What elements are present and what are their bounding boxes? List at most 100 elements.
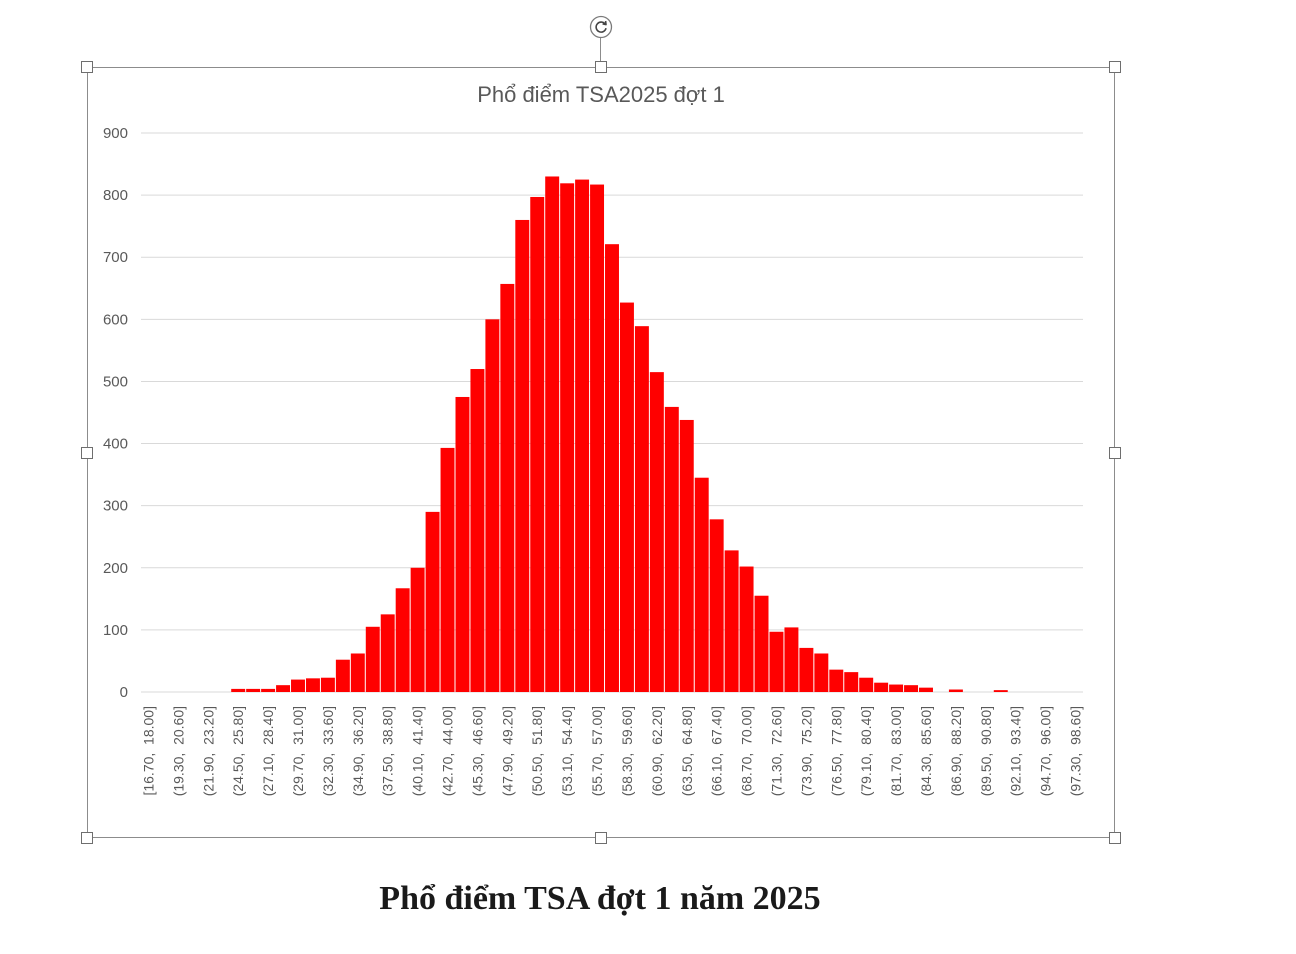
x-tick-label: (68.70, 70.00]	[739, 706, 755, 796]
bar	[425, 511, 440, 692]
resize-handle-middle-right[interactable]	[1109, 447, 1121, 459]
bar	[844, 672, 859, 692]
x-tick-label: (58.30, 59.60]	[619, 706, 635, 796]
bar	[530, 196, 545, 693]
bars	[231, 176, 1008, 693]
bar	[575, 179, 590, 693]
bar	[560, 183, 575, 692]
bar	[799, 647, 814, 692]
bar	[246, 688, 261, 692]
y-tick-label: 300	[103, 498, 128, 515]
resize-handle-top-right[interactable]	[1109, 61, 1121, 73]
rotate-handle-stem	[600, 38, 601, 61]
y-tick-label: 200	[103, 560, 128, 577]
x-tick-label: (37.50, 38.80]	[380, 706, 396, 796]
bar	[380, 614, 395, 692]
bar	[276, 685, 291, 692]
bar	[709, 519, 724, 692]
x-tick-label: [16.70, 18.00]	[140, 706, 156, 796]
resize-handle-bottom-right[interactable]	[1109, 832, 1121, 844]
x-tick-label: (21.90, 23.20]	[200, 706, 216, 796]
x-tick-label: (55.70, 57.00]	[589, 706, 605, 796]
bar	[231, 688, 246, 692]
bar	[515, 219, 530, 692]
bar	[874, 682, 889, 692]
bar	[335, 659, 350, 692]
bar	[739, 566, 754, 692]
y-tick-label: 0	[120, 684, 128, 701]
bar	[634, 326, 649, 692]
y-tick-label: 900	[103, 125, 128, 142]
x-tick-label: (40.10, 41.40]	[410, 706, 426, 796]
x-tick-label: (19.30, 20.60]	[170, 706, 186, 796]
bar	[948, 689, 963, 692]
y-tick-label: 500	[103, 373, 128, 390]
x-tick-label: (27.10, 28.40]	[260, 706, 276, 796]
x-tick-label: (84.30, 85.60]	[918, 706, 934, 796]
rotate-handle[interactable]	[589, 15, 613, 39]
bar	[919, 687, 933, 692]
y-tick-label: 700	[103, 249, 128, 266]
resize-handle-bottom-left[interactable]	[81, 832, 93, 844]
x-tick-label: (53.10, 54.40]	[559, 706, 575, 796]
resize-handle-top-center[interactable]	[595, 61, 607, 73]
bar	[769, 631, 784, 692]
x-tick-label: (97.30, 98.60]	[1068, 706, 1084, 796]
bar	[724, 550, 739, 692]
x-tick-label: (42.70, 44.00]	[440, 706, 456, 796]
bar	[500, 283, 515, 692]
bar	[859, 677, 874, 692]
x-tick-label: (34.90, 36.20]	[350, 706, 366, 796]
bar	[410, 567, 425, 692]
x-tick-label: (92.10, 93.40]	[1008, 706, 1024, 796]
x-tick-label: (50.50, 51.80]	[529, 706, 545, 796]
bar	[993, 690, 1008, 692]
x-tick-label: (32.30, 33.60]	[320, 706, 336, 796]
x-tick-label: (71.30, 72.60]	[768, 706, 784, 796]
x-tick-label: (81.70, 83.00]	[888, 706, 904, 796]
x-tick-label: (24.50, 25.80]	[230, 706, 246, 796]
bar	[320, 677, 335, 692]
bar	[305, 678, 320, 692]
bar	[455, 396, 470, 692]
x-tick-label: (60.90, 62.20]	[649, 706, 665, 796]
bar	[889, 684, 904, 692]
bar	[904, 685, 919, 692]
x-tick-label: (86.90, 88.20]	[948, 706, 964, 796]
chart-title: Phổ điểm TSA2025 đợt 1	[477, 82, 725, 107]
bar	[365, 626, 380, 692]
x-tick-label: (76.50, 77.80]	[828, 706, 844, 796]
resize-handle-top-left[interactable]	[81, 61, 93, 73]
bar	[784, 627, 799, 692]
x-axis-tick-labels: [16.70, 18.00] (19.30, 20.60] (21.90, 23.2…	[140, 706, 1083, 796]
bar	[470, 369, 485, 692]
bar	[619, 302, 634, 692]
y-tick-label: 100	[103, 622, 128, 639]
bar	[664, 406, 679, 692]
bar	[440, 447, 455, 692]
resize-handle-bottom-center[interactable]	[595, 832, 607, 844]
y-tick-label: 600	[103, 311, 128, 328]
x-tick-label: (94.70, 96.00]	[1038, 706, 1054, 796]
bar	[485, 319, 500, 692]
resize-handle-middle-left[interactable]	[81, 447, 93, 459]
bar	[694, 477, 709, 692]
x-tick-label: (89.50, 90.80]	[978, 706, 994, 796]
x-tick-label: (45.30, 46.60]	[469, 706, 485, 796]
x-tick-label: (66.10, 67.40]	[709, 706, 725, 796]
bar	[829, 669, 844, 692]
bar	[350, 653, 365, 692]
x-tick-label: (73.90, 75.20]	[798, 706, 814, 796]
bar	[545, 176, 560, 692]
bar	[261, 688, 276, 692]
x-tick-label: (29.70, 31.00]	[290, 706, 306, 796]
x-tick-label: (63.50, 64.80]	[679, 706, 695, 796]
y-axis-tick-labels: 0 100 200 300 400 500 600 700 800 900	[103, 125, 128, 701]
bar	[590, 184, 605, 692]
figure-caption: Phổ điểm TSA đợt 1 năm 2025	[379, 880, 821, 917]
bar	[754, 595, 769, 692]
bar	[649, 372, 664, 692]
bar	[814, 653, 829, 692]
bar	[605, 244, 619, 692]
